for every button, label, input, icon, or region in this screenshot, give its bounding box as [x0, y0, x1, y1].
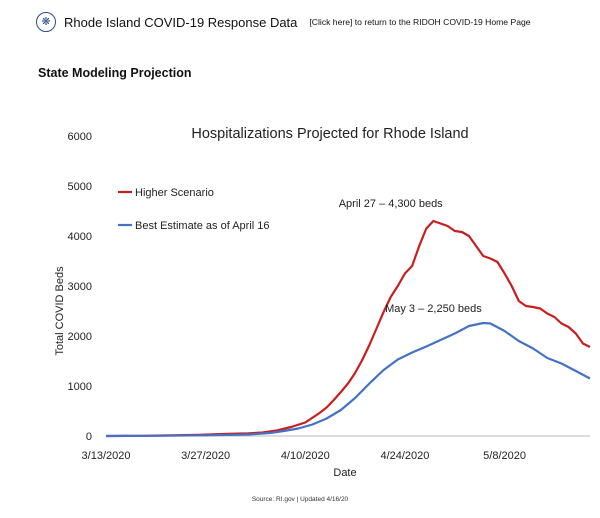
legend-label-0: Higher Scenario [135, 187, 214, 199]
hospitalization-chart: Hospitalizations Projected for Rhode Isl… [54, 126, 591, 479]
site-title: Rhode Island COVID-19 Response Data [64, 14, 298, 30]
page-header: ❋ Rhode Island COVID-19 Response Data [C… [36, 9, 531, 35]
x-tick-label: 3/27/2020 [181, 450, 230, 462]
y-tick-label: 5000 [68, 181, 92, 193]
series-line-0 [105, 219, 591, 438]
x-tick-label: 3/13/2020 [82, 450, 131, 462]
home-page-link[interactable]: [Click here] to return to the RIDOH COVI… [309, 17, 531, 27]
annotation-label-0: April 27 – 4,300 beds [339, 198, 443, 210]
annotation-label-1: May 3 – 2,250 beds [385, 303, 482, 315]
y-tick-label: 0 [86, 431, 92, 443]
y-tick-label: 1000 [68, 381, 92, 393]
y-tick-label: 3000 [68, 281, 92, 293]
x-tick-label: 4/10/2020 [281, 450, 330, 462]
series-line-1 [105, 321, 591, 438]
y-axis-label: Total COVID Beds [54, 266, 66, 356]
x-axis-label: Date [333, 467, 356, 479]
source-note: Source: RI.gov | Updated 4/16/20 [251, 496, 349, 503]
plot-area: Hospitalizations Projected for Rhode Isl… [54, 126, 591, 479]
y-tick-label: 2000 [68, 331, 92, 343]
x-tick-label: 4/24/2020 [380, 450, 429, 462]
chart-title: Hospitalizations Projected for Rhode Isl… [191, 126, 468, 142]
x-tick-label: 5/8/2020 [483, 450, 526, 462]
section-title: State Modeling Projection [38, 66, 192, 80]
y-tick-label: 4000 [68, 231, 92, 243]
state-seal-icon: ❋ [36, 12, 56, 32]
legend-label-1: Best Estimate as of April 16 [135, 220, 270, 232]
y-tick-label: 6000 [68, 131, 92, 143]
